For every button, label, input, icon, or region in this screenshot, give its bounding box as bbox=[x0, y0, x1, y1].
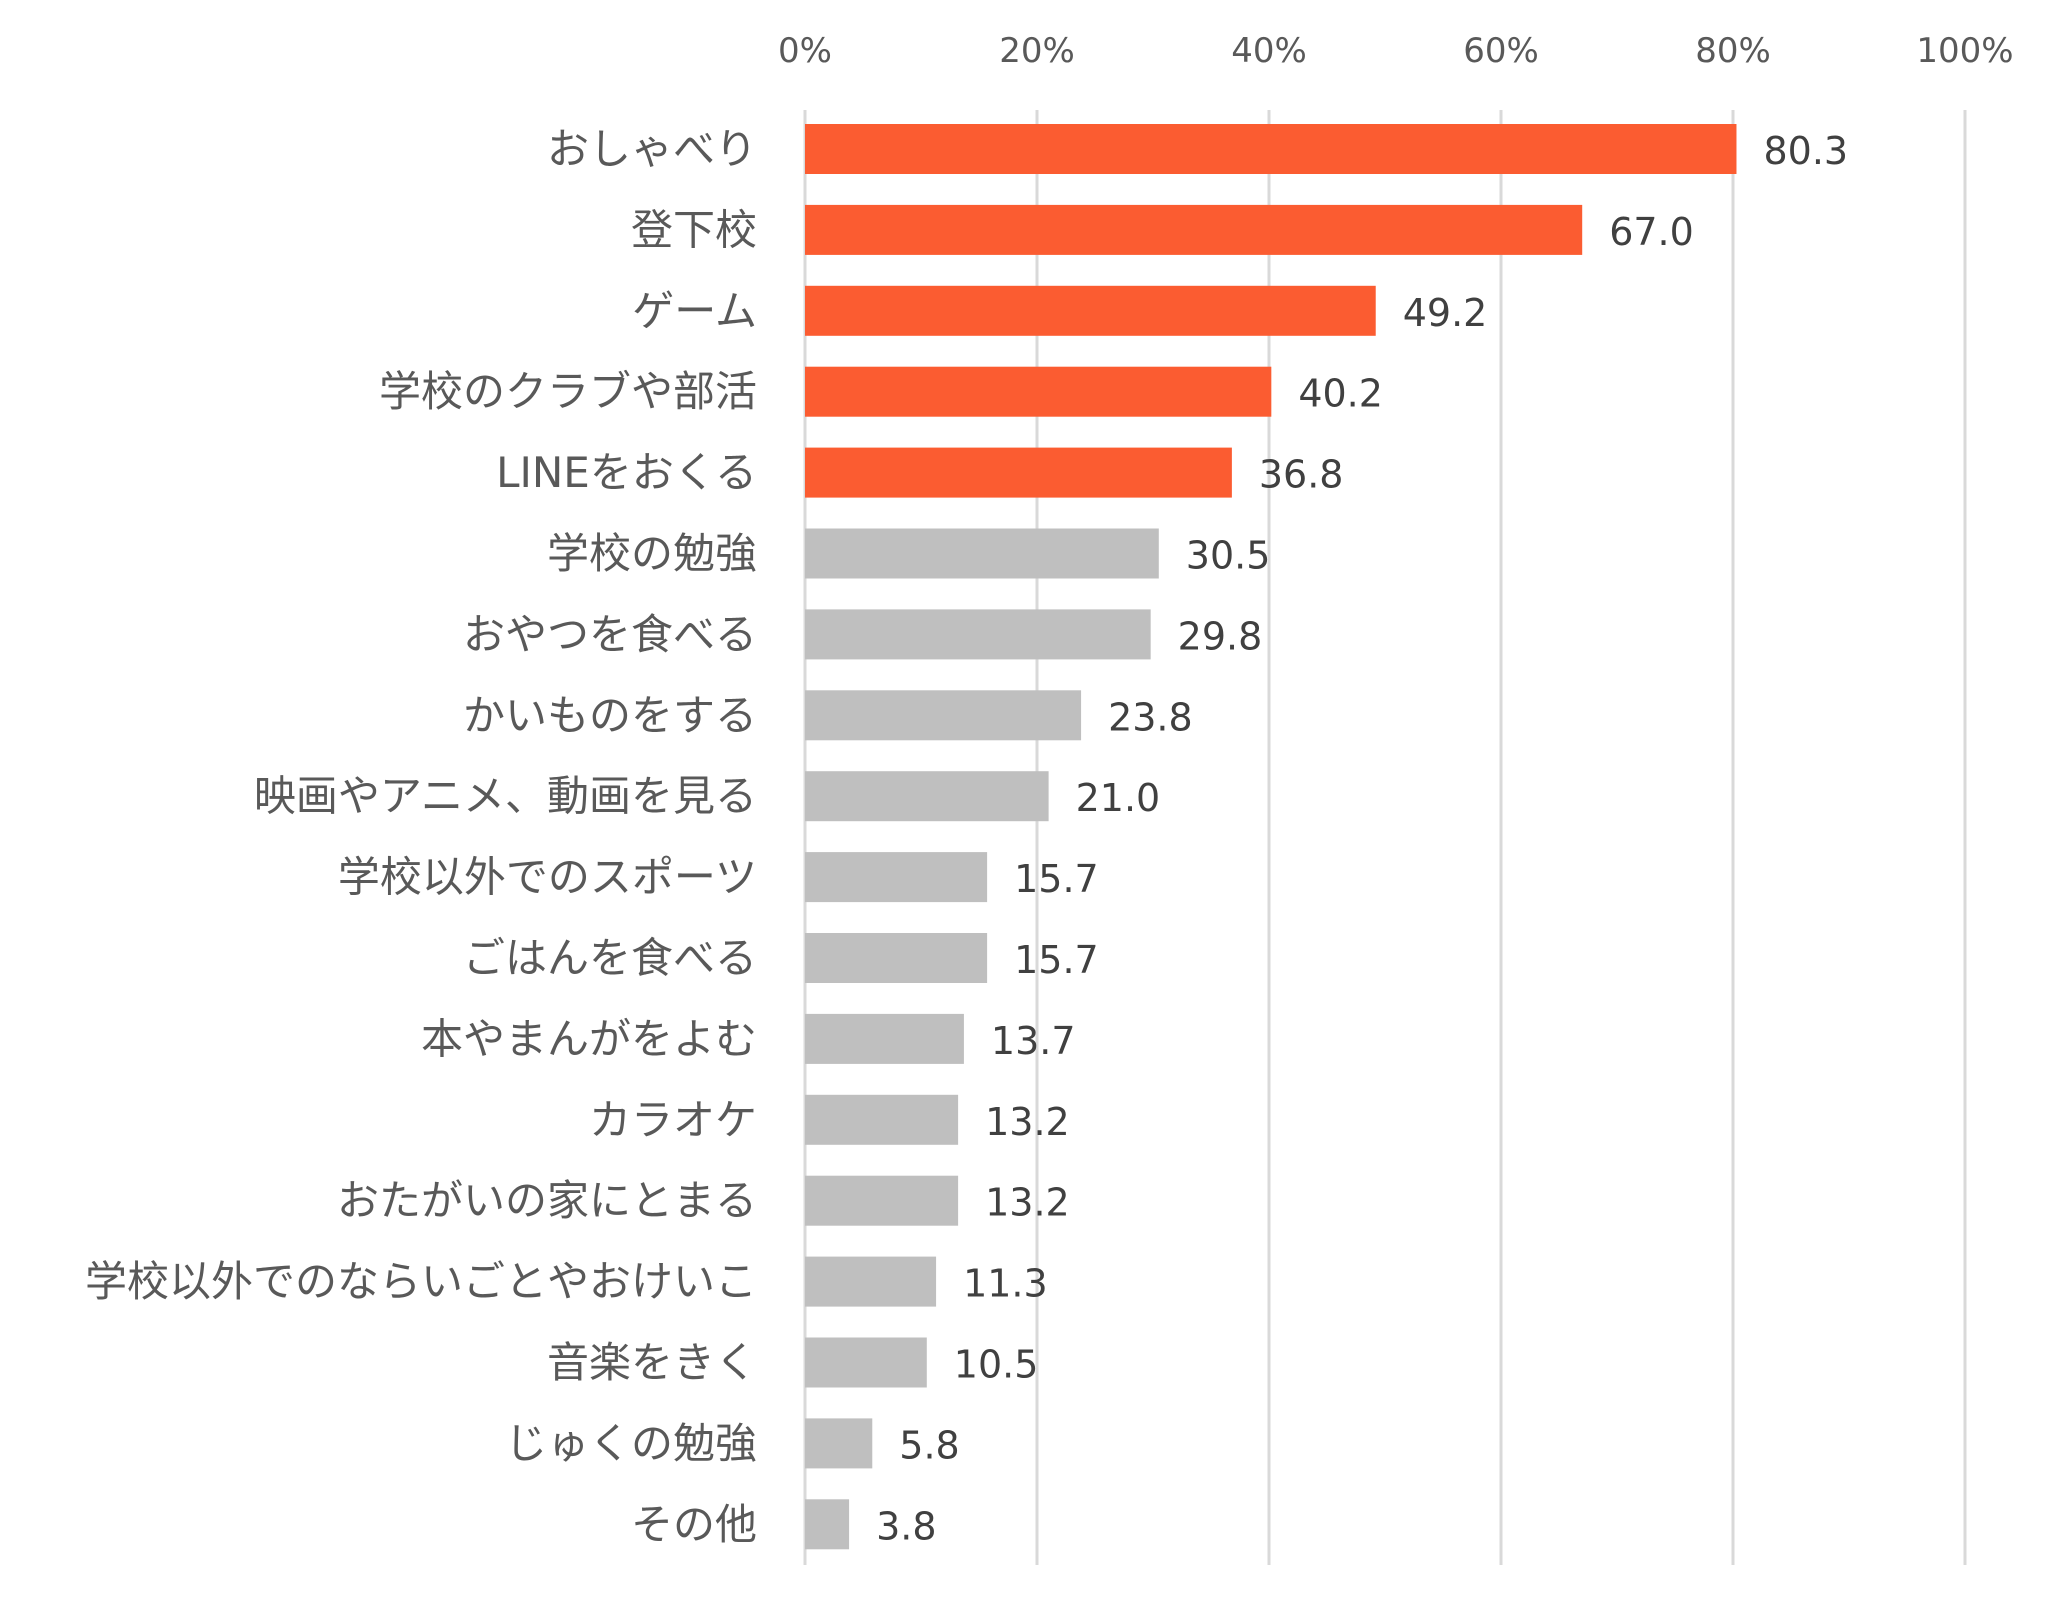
category-label: その他 bbox=[631, 1500, 757, 1549]
category-label: ごはんを食べる bbox=[463, 934, 757, 983]
data-label: 15.7 bbox=[1014, 938, 1099, 982]
value-labels: 80.3 67.0 49.2 40.2 36.8 30.5 29.8 23.8 21.0 15.7… bbox=[876, 129, 1848, 1548]
data-label: 13.2 bbox=[985, 1100, 1070, 1144]
data-label: 21.0 bbox=[1076, 776, 1161, 820]
data-label: 5.8 bbox=[899, 1423, 959, 1467]
data-label: 13.7 bbox=[991, 1019, 1076, 1063]
category-label: 登下校 bbox=[631, 205, 757, 254]
category-label: 学校以外でのならいごとやおけいこ bbox=[85, 1257, 757, 1306]
x-tick-label: 60% bbox=[1463, 31, 1539, 71]
data-label: 49.2 bbox=[1403, 291, 1488, 335]
category-label: ゲーム bbox=[632, 286, 757, 335]
bar bbox=[805, 204, 1583, 255]
bar bbox=[805, 285, 1376, 336]
x-tick-label: 80% bbox=[1695, 31, 1771, 71]
data-label: 29.8 bbox=[1178, 614, 1263, 658]
category-label: おたがいの家にとまる bbox=[337, 1176, 757, 1225]
data-label: 67.0 bbox=[1609, 210, 1694, 254]
data-label: 11.3 bbox=[963, 1262, 1048, 1306]
x-tick-label: 0% bbox=[778, 31, 832, 71]
data-label: 23.8 bbox=[1108, 695, 1193, 739]
bar bbox=[805, 609, 1151, 660]
data-label: 40.2 bbox=[1298, 372, 1383, 416]
category-label: カラオケ bbox=[589, 1095, 757, 1144]
gridlines bbox=[803, 110, 1967, 1565]
bar bbox=[805, 690, 1082, 741]
data-label: 10.5 bbox=[954, 1343, 1039, 1387]
bar bbox=[805, 124, 1737, 174]
x-axis-ticks: 0% 20% 40% 60% 80% 100% bbox=[778, 31, 2014, 71]
bar bbox=[805, 933, 988, 983]
category-label: おしゃべり bbox=[547, 125, 757, 174]
data-label: 15.7 bbox=[1014, 857, 1099, 901]
category-label: 学校のクラブや部活 bbox=[379, 367, 757, 416]
data-label: 13.2 bbox=[985, 1181, 1070, 1225]
bar bbox=[805, 1256, 937, 1307]
bar bbox=[805, 447, 1232, 498]
category-label: LINEをおくる bbox=[496, 448, 757, 497]
category-label: 映画やアニメ、動画を見る bbox=[254, 772, 757, 821]
x-tick-label: 40% bbox=[1231, 31, 1307, 71]
category-label: 学校の勉強 bbox=[547, 529, 757, 578]
data-label: 3.8 bbox=[876, 1504, 936, 1548]
category-label: おやつを食べる bbox=[463, 610, 757, 659]
category-label: 音楽をきく bbox=[547, 1338, 757, 1387]
x-tick-label: 20% bbox=[999, 31, 1075, 71]
data-label: 36.8 bbox=[1259, 453, 1344, 497]
category-label: かいものをする bbox=[463, 691, 757, 740]
bars bbox=[805, 124, 1737, 1550]
data-label: 80.3 bbox=[1763, 129, 1848, 173]
bar bbox=[805, 1013, 964, 1064]
data-label: 30.5 bbox=[1186, 534, 1271, 578]
bar bbox=[805, 1094, 959, 1145]
category-label: 学校以外でのスポーツ bbox=[338, 853, 757, 902]
bar bbox=[805, 1175, 959, 1226]
x-tick-label: 100% bbox=[1916, 31, 2013, 71]
bar bbox=[805, 366, 1272, 417]
bar bbox=[805, 1418, 873, 1469]
category-label: じゅくの勉強 bbox=[505, 1419, 757, 1468]
bar bbox=[805, 1499, 850, 1550]
category-label: 本やまんがをよむ bbox=[421, 1014, 757, 1063]
bar bbox=[805, 528, 1159, 579]
bar bbox=[805, 771, 1049, 822]
bar bbox=[805, 1337, 927, 1388]
bar bbox=[805, 852, 988, 903]
